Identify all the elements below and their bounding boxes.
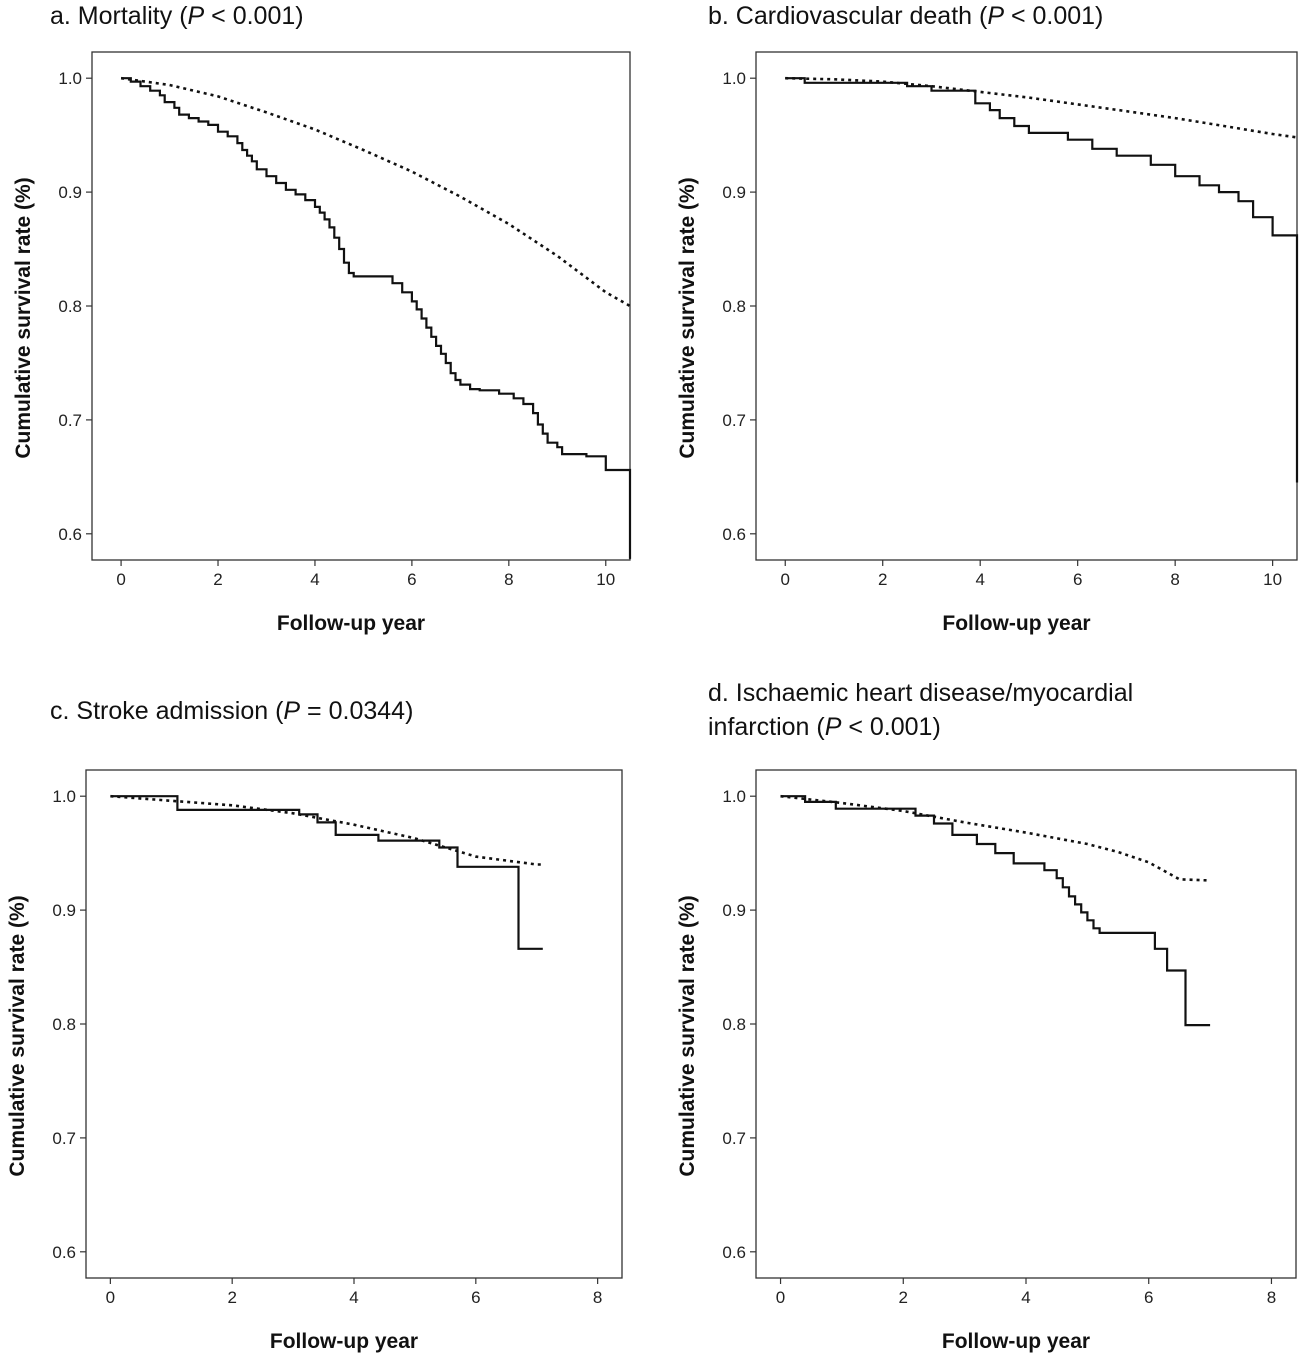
y-tick-label: 0.6: [58, 525, 82, 544]
y-tick-label: 1.0: [58, 69, 82, 88]
x-tick-label: 2: [213, 570, 222, 589]
x-tick-label: 6: [407, 570, 416, 589]
chart-c: 0.6 0.7 0.8 0.9 1.0 0 2 4 6 8 Follow-up year Cumula…: [6, 769, 623, 1353]
chart-a: 0.6 0.7 0.8 0.9 1.0 0 2 4 6 8 10 Follow-up year Cumu…: [12, 51, 632, 635]
x-tick-label: 6: [471, 1288, 480, 1307]
y-axis-label: Cumulative survival rate (%): [676, 177, 699, 458]
x-tick-label: 8: [504, 570, 513, 589]
survival-curve-dotted: [785, 76, 1298, 139]
y-tick-label: 0.6: [52, 1243, 76, 1262]
panel-title-a: a. Mortality (P < 0.001): [50, 2, 304, 30]
y-tick-label: 0.9: [52, 901, 76, 920]
panel-title-c: c. Stroke admission (P = 0.0344): [50, 697, 414, 725]
x-tick-label: 2: [227, 1288, 236, 1307]
y-tick-label: 0.9: [722, 183, 746, 202]
x-tick-label: 4: [1021, 1288, 1030, 1307]
y-tick-label: 1.0: [722, 69, 746, 88]
y-tick-label: 0.9: [58, 183, 82, 202]
plot-frame: [85, 769, 623, 1279]
y-tick-label: 0.8: [52, 1015, 76, 1034]
y-tick-label: 0.7: [722, 411, 746, 430]
y-tick-label: 0.8: [58, 297, 82, 316]
x-tick-label: 2: [899, 1288, 908, 1307]
survival-curve-solid: [780, 795, 1211, 1027]
x-tick-label: 0: [781, 570, 790, 589]
x-tick-label: 4: [349, 1288, 358, 1307]
panel-title-d: d. Ischaemic heart disease/myocardial: [708, 679, 1134, 707]
y-tick-label: 0.9: [722, 901, 746, 920]
x-axis-label: Follow-up year: [942, 612, 1090, 635]
plot-frame: [91, 51, 631, 561]
y-axis-label: Cumulative survival rate (%): [6, 895, 29, 1176]
x-tick-label: 2: [878, 570, 887, 589]
x-tick-label: 8: [1170, 570, 1179, 589]
y-tick-label: 0.6: [722, 525, 746, 544]
y-tick-label: 0.7: [58, 411, 82, 430]
x-axis-label: Follow-up year: [942, 1330, 1090, 1353]
y-tick-label: 0.7: [52, 1129, 76, 1148]
x-tick-label: 4: [310, 570, 319, 589]
plot-frame: [755, 769, 1297, 1279]
y-axis-label: Cumulative survival rate (%): [676, 895, 699, 1176]
x-tick-label: 0: [776, 1288, 785, 1307]
y-tick-label: 1.0: [722, 787, 746, 806]
x-tick-label: 6: [1073, 570, 1082, 589]
x-tick-label: 10: [596, 570, 615, 589]
survival-curve-solid: [110, 795, 543, 950]
x-axis-label: Follow-up year: [277, 612, 425, 635]
y-tick-label: 0.8: [722, 1015, 746, 1034]
x-tick-label: 8: [1267, 1288, 1276, 1307]
x-tick-label: 0: [106, 1288, 115, 1307]
survival-curve-solid: [121, 77, 632, 559]
x-tick-label: 4: [975, 570, 984, 589]
y-tick-label: 0.7: [722, 1129, 746, 1148]
chart-b: 0.6 0.7 0.8 0.9 1.0 0 2 4 6 8 10 Follow-up year Cumu…: [676, 51, 1299, 635]
y-tick-label: 0.6: [722, 1243, 746, 1262]
x-tick-label: 0: [116, 570, 125, 589]
survival-curve-solid: [785, 77, 1299, 483]
x-tick-label: 10: [1263, 570, 1282, 589]
y-tick-label: 0.8: [722, 297, 746, 316]
survival-curve-dotted: [780, 794, 1211, 882]
panel-title-b: b. Cardiovascular death (P < 0.001): [708, 2, 1104, 30]
x-axis-label: Follow-up year: [270, 1330, 418, 1353]
y-axis-label: Cumulative survival rate (%): [12, 177, 35, 458]
x-tick-label: 8: [593, 1288, 602, 1307]
x-tick-label: 6: [1144, 1288, 1153, 1307]
survival-curve-dotted: [120, 76, 631, 308]
chart-d: 0.6 0.7 0.8 0.9 1.0 0 2 4 6 8 Follow-up year Cumula…: [676, 769, 1297, 1353]
y-tick-label: 1.0: [52, 787, 76, 806]
survival-curve-dotted: [110, 794, 543, 866]
plot-frame: [755, 51, 1298, 561]
panel-title-d-line2: infarction (P < 0.001): [708, 713, 941, 741]
